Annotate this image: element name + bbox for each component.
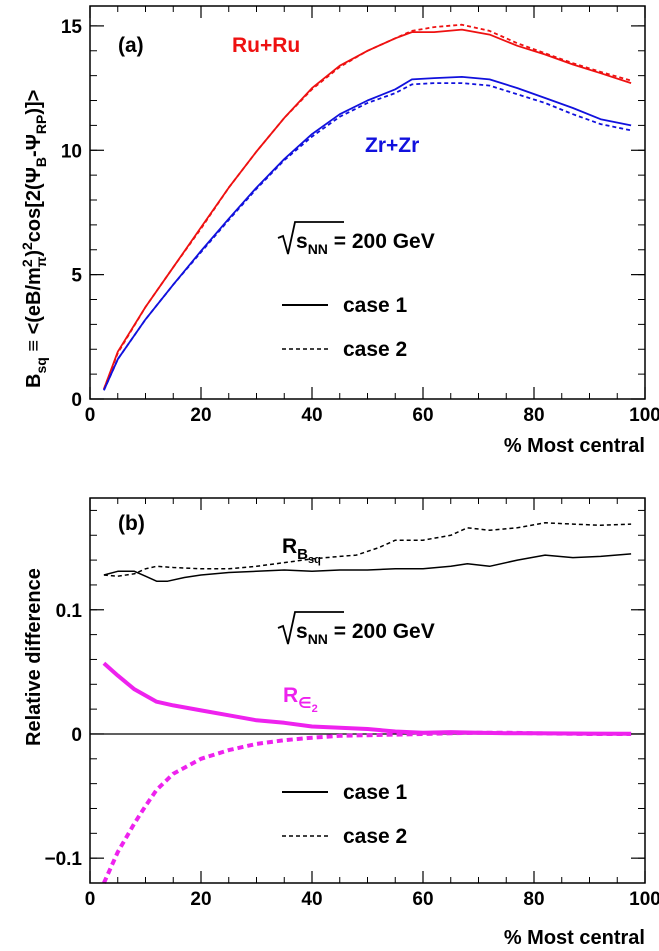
ytick-label-a-1: 5: [71, 266, 82, 287]
svg-text:sNN = 200 GeV: sNN = 200 GeV: [296, 620, 435, 647]
ytick-label-a-3: 15: [61, 17, 83, 38]
ytick-label-a-2: 10: [61, 141, 82, 162]
panel-a: 0 20 40 60 80 100 0 5 10 15 (a) Ru+Ru Zr+Zr sNN =…: [19, 5, 659, 457]
xtick-label-b-20: 20: [190, 889, 211, 910]
re-label: R∈2: [283, 684, 318, 715]
panel-b-xlabel: % Most central: [504, 927, 645, 949]
panel-b-series: [90, 522, 645, 884]
sqrt-sign: [277, 221, 344, 255]
sqrt-sign-b: [277, 611, 344, 645]
panel-a-xlabel: % Most central: [504, 435, 645, 457]
energy-annotation-a: sNN = 200 GeV: [277, 221, 435, 257]
xtick-label-b-60: 60: [412, 889, 433, 910]
xtick-label-a-20: 20: [190, 405, 211, 426]
svg-text:sNN = 200 GeV: sNN = 200 GeV: [296, 230, 435, 257]
legend-b: case 1 case 2: [282, 781, 408, 848]
ru-label: Ru+Ru: [232, 34, 300, 57]
xtick-label-a-40: 40: [301, 405, 322, 426]
xtick-label-b-80: 80: [523, 889, 544, 910]
xtick-label-b-40: 40: [301, 889, 322, 910]
series-b-r-2-case2: [102, 730, 632, 884]
series-a-zr-zr-case2: [103, 82, 632, 391]
svg-text:R∈2: R∈2: [283, 684, 318, 715]
rb-label: RBsq: [282, 535, 321, 566]
ytick-label-a-0: 0: [71, 390, 82, 411]
energy-s: s: [296, 230, 308, 253]
legend-a-case1-label: case 1: [343, 294, 408, 317]
legend-b-case1-label: case 1: [343, 781, 408, 804]
ytick-label-b-0: −0.1: [44, 849, 82, 870]
panel-b: 0 20 40 60 80 100−0.100.1 (b) RBsq sNN = 200 …: [23, 497, 659, 949]
energy-annotation-b: sNN = 200 GeV: [277, 611, 435, 647]
panel-b-label: (b): [118, 512, 145, 535]
energy-rest: = 200 GeV: [328, 230, 435, 253]
xtick-label-b-100: 100: [629, 889, 659, 910]
xtick-label-a-80: 80: [523, 405, 544, 426]
xtick-label-a-0: 0: [85, 405, 96, 426]
legend-a-case2-label: case 2: [343, 338, 407, 361]
ytick-label-b-2: 0.1: [56, 601, 83, 622]
ytick-label-b-1: 0: [71, 725, 82, 746]
xtick-label-a-60: 60: [412, 405, 433, 426]
legend-b-case2-label: case 2: [343, 825, 407, 848]
svg-text:RBsq: RBsq: [282, 535, 321, 566]
panel-b-ylabel: Relative difference: [23, 568, 45, 746]
panel-a-label: (a): [118, 34, 144, 57]
zr-label: Zr+Zr: [365, 134, 419, 157]
legend-a: case 1 case 2: [282, 294, 408, 361]
series-b-r-bsq-case2: [103, 522, 632, 577]
panel-a-ylabel: Bsq ≡ <(eB/m2π)2cos[2(ΨB-ΨRP)]>: [19, 90, 49, 388]
xtick-label-b-0: 0: [85, 889, 96, 910]
series-a-ru-ru-case2: [103, 23, 632, 390]
series-b-r-bsq-case1: [103, 553, 632, 582]
energy-sub: NN: [308, 241, 328, 257]
panel-a-series: [103, 23, 632, 391]
xtick-label-a-100: 100: [629, 405, 659, 426]
